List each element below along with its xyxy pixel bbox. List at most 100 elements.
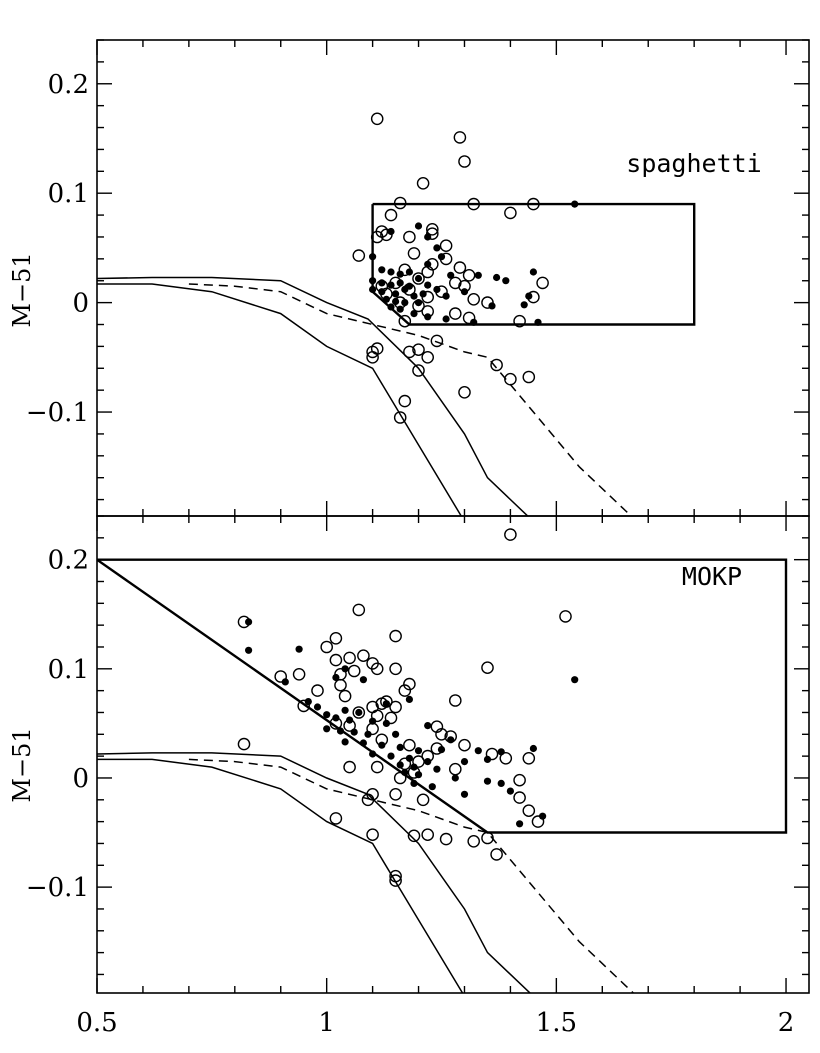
open-point bbox=[439, 239, 453, 252]
filled-point bbox=[401, 285, 409, 294]
filled-point bbox=[295, 645, 303, 653]
open-point bbox=[513, 314, 526, 328]
open-point bbox=[430, 742, 444, 755]
y-tick-label: 0.2 bbox=[48, 70, 89, 100]
filled-point bbox=[460, 758, 469, 766]
filled-point bbox=[483, 755, 492, 764]
open-point bbox=[389, 662, 402, 676]
filled-point bbox=[396, 761, 404, 769]
filled-point bbox=[424, 281, 432, 289]
filled-point bbox=[378, 266, 386, 274]
open-point bbox=[389, 874, 402, 887]
open-point bbox=[513, 791, 526, 804]
x-tick-label: 2 bbox=[778, 1008, 795, 1038]
open-point bbox=[370, 662, 384, 676]
open-point bbox=[343, 719, 356, 732]
open-point bbox=[403, 230, 416, 244]
tick-marks bbox=[96, 515, 809, 993]
open-point bbox=[504, 528, 517, 541]
filled-point bbox=[451, 774, 459, 782]
open-point bbox=[237, 737, 251, 751]
open-point bbox=[352, 249, 366, 262]
open-point bbox=[398, 394, 412, 408]
open-point bbox=[416, 176, 430, 190]
filled-point bbox=[392, 297, 400, 306]
filled-point bbox=[442, 292, 450, 300]
filled-point bbox=[245, 618, 253, 626]
filled-point bbox=[313, 703, 322, 711]
open-point bbox=[384, 208, 398, 222]
panel-bottom: 0.2 0.1 0 −0.1 0.5 1 1.5 2 M−51 MOKP bbox=[8, 515, 810, 1038]
open-point bbox=[425, 222, 439, 236]
open-point bbox=[458, 155, 471, 168]
open-point bbox=[458, 279, 471, 293]
open-point bbox=[527, 197, 540, 211]
filled-point bbox=[281, 678, 289, 686]
y-tick-label: 0 bbox=[72, 289, 89, 319]
open-point bbox=[421, 265, 435, 279]
y-tick-label: 0 bbox=[72, 764, 89, 794]
open-point bbox=[393, 771, 407, 785]
filled-point bbox=[474, 271, 482, 279]
filled-point bbox=[392, 730, 400, 738]
filled-point bbox=[341, 665, 349, 673]
open-point bbox=[403, 283, 416, 296]
model-curve-solid bbox=[97, 758, 464, 993]
open-point bbox=[522, 370, 536, 384]
filled-point bbox=[497, 779, 505, 788]
open-point bbox=[435, 728, 448, 741]
open-point bbox=[370, 760, 384, 774]
open-point bbox=[439, 252, 453, 266]
open-point bbox=[412, 272, 425, 285]
open-point bbox=[425, 227, 439, 240]
filled-point bbox=[382, 700, 390, 708]
open-point bbox=[389, 700, 402, 714]
x-tick-label: 1.5 bbox=[536, 1008, 577, 1038]
open-point bbox=[448, 276, 462, 290]
open-point bbox=[448, 694, 462, 707]
filled-point bbox=[470, 318, 478, 326]
open-point bbox=[481, 661, 494, 675]
open-point bbox=[366, 828, 379, 842]
open-point bbox=[504, 372, 517, 386]
open-point bbox=[448, 762, 462, 776]
model-curve-solid bbox=[97, 276, 529, 516]
open-point bbox=[398, 757, 412, 771]
plot-area bbox=[97, 558, 788, 993]
open-point bbox=[320, 640, 334, 654]
filled-point bbox=[245, 646, 253, 654]
open-point bbox=[352, 603, 366, 617]
open-point bbox=[527, 290, 540, 304]
open-point bbox=[352, 706, 366, 719]
filled-point bbox=[516, 820, 524, 828]
open-point bbox=[439, 832, 453, 846]
filled-point bbox=[387, 268, 395, 276]
filled-point bbox=[355, 708, 363, 717]
open-point bbox=[490, 848, 503, 861]
filled-point bbox=[493, 273, 501, 282]
y-tick-label: −0.1 bbox=[26, 873, 89, 903]
open-point bbox=[412, 299, 425, 313]
open-point bbox=[531, 815, 545, 828]
open-point bbox=[361, 793, 375, 807]
open-point bbox=[370, 112, 384, 126]
open-point bbox=[458, 738, 471, 752]
filled-point bbox=[474, 747, 482, 755]
filled-point bbox=[336, 727, 345, 735]
filled-point bbox=[323, 711, 331, 719]
filled-point bbox=[387, 752, 395, 760]
plot-area bbox=[97, 200, 696, 516]
open-point bbox=[462, 311, 476, 325]
open-point bbox=[504, 206, 517, 220]
filled-point bbox=[410, 310, 418, 318]
y-axis-title: M−51 bbox=[8, 252, 36, 327]
filled-point bbox=[571, 200, 579, 208]
filled-point bbox=[396, 743, 404, 752]
filled-point bbox=[424, 722, 432, 730]
selection-box bbox=[97, 558, 788, 834]
filled-point bbox=[401, 299, 409, 307]
filled-point bbox=[369, 277, 377, 285]
filled-point bbox=[437, 746, 446, 754]
filled-point bbox=[483, 777, 492, 785]
open-point bbox=[522, 752, 536, 765]
